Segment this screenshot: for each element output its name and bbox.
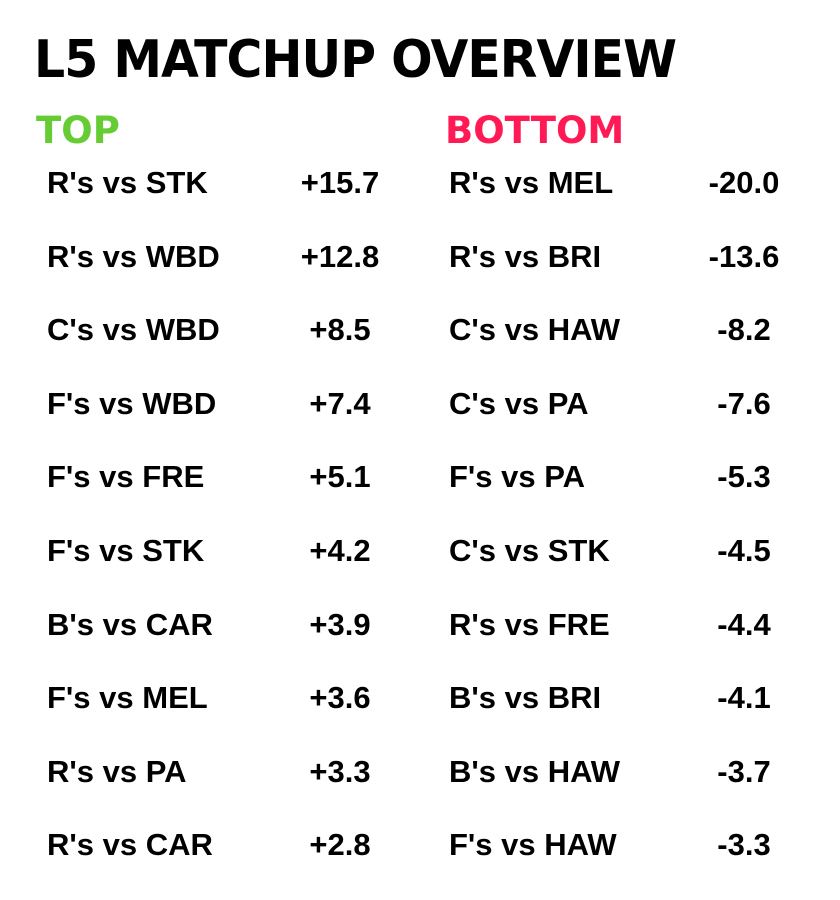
matchup-label: R's vs BRI [449, 238, 602, 274]
matchup-label: R's vs CAR [47, 827, 213, 863]
page-title: L5 MATCHUP OVERVIEW [34, 30, 677, 90]
matchup-label: C's vs WBD [47, 312, 220, 348]
list-item: R's vs PA +3.3 [47, 752, 417, 826]
list-item: B's vs CAR +3.9 [47, 605, 417, 679]
list-item: R's vs MEL -20.0 [449, 163, 819, 237]
matchup-value: -7.6 [717, 385, 771, 421]
matchup-value: +3.3 [309, 753, 371, 789]
list-item: F's vs STK +4.2 [47, 531, 417, 605]
matchup-value: -3.7 [717, 753, 771, 789]
list-item: F's vs FRE +5.1 [47, 457, 417, 531]
top-matchups-list: R's vs STK +15.7 R's vs WBD +12.8 C's vs… [47, 163, 417, 899]
matchup-value: -20.0 [708, 165, 780, 200]
matchup-label: R's vs STK [47, 165, 208, 200]
list-item: C's vs HAW -8.2 [449, 310, 819, 384]
list-item: B's vs BRI -4.1 [449, 678, 819, 752]
list-item: C's vs PA -7.6 [449, 384, 819, 458]
matchup-label: F's vs PA [449, 459, 586, 495]
matchup-label: B's vs CAR [47, 606, 213, 642]
list-item: R's vs CAR +2.8 [47, 825, 417, 899]
matchup-value: -5.3 [717, 459, 771, 495]
matchup-value: -4.1 [717, 680, 771, 716]
list-item: F's vs PA -5.3 [449, 457, 819, 531]
matchup-label: R's vs PA [47, 753, 187, 789]
matchup-value: +3.6 [309, 680, 371, 716]
matchup-value: +7.4 [309, 385, 371, 421]
matchup-label: C's vs HAW [449, 312, 621, 348]
list-item: B's vs HAW -3.7 [449, 752, 819, 826]
matchup-value: -8.2 [717, 312, 771, 348]
matchup-label: F's vs MEL [47, 680, 208, 716]
matchup-label: B's vs BRI [449, 680, 602, 716]
matchup-value: -3.3 [717, 827, 771, 863]
bottom-matchups-list: R's vs MEL -20.0 R's vs BRI -13.6 C's vs… [449, 163, 819, 899]
top-section-header: TOP [36, 109, 120, 152]
list-item: C's vs WBD +8.5 [47, 310, 417, 384]
matchup-label: F's vs STK [47, 532, 205, 568]
matchup-label: B's vs HAW [449, 753, 621, 789]
list-item: F's vs WBD +7.4 [47, 384, 417, 458]
matchup-label: R's vs FRE [449, 606, 610, 642]
matchup-label: C's vs PA [449, 385, 589, 421]
matchup-label: F's vs FRE [47, 459, 205, 495]
matchup-label: F's vs HAW [449, 827, 617, 863]
matchup-label: R's vs MEL [449, 165, 614, 200]
list-item: R's vs BRI -13.6 [449, 237, 819, 311]
list-item: R's vs WBD +12.8 [47, 237, 417, 311]
matchup-value: -4.5 [717, 532, 771, 568]
matchup-value: +12.8 [300, 238, 380, 274]
matchup-label: R's vs WBD [47, 238, 220, 274]
matchup-value: -13.6 [708, 238, 780, 274]
matchup-value: +3.9 [309, 606, 371, 642]
matchup-value: +4.2 [309, 532, 371, 568]
matchup-value: +2.8 [309, 827, 371, 863]
bottom-section-header: BOTTOM [445, 109, 625, 152]
matchup-label: F's vs WBD [47, 385, 217, 421]
list-item: F's vs MEL +3.6 [47, 678, 417, 752]
matchup-value: -4.4 [717, 606, 771, 642]
matchup-value: +15.7 [300, 165, 380, 200]
matchup-value: +5.1 [309, 459, 371, 495]
list-item: F's vs HAW -3.3 [449, 825, 819, 899]
list-item: R's vs FRE -4.4 [449, 605, 819, 679]
matchup-value: +8.5 [309, 312, 371, 348]
matchup-label: C's vs STK [449, 532, 610, 568]
list-item: R's vs STK +15.7 [47, 163, 417, 237]
list-item: C's vs STK -4.5 [449, 531, 819, 605]
